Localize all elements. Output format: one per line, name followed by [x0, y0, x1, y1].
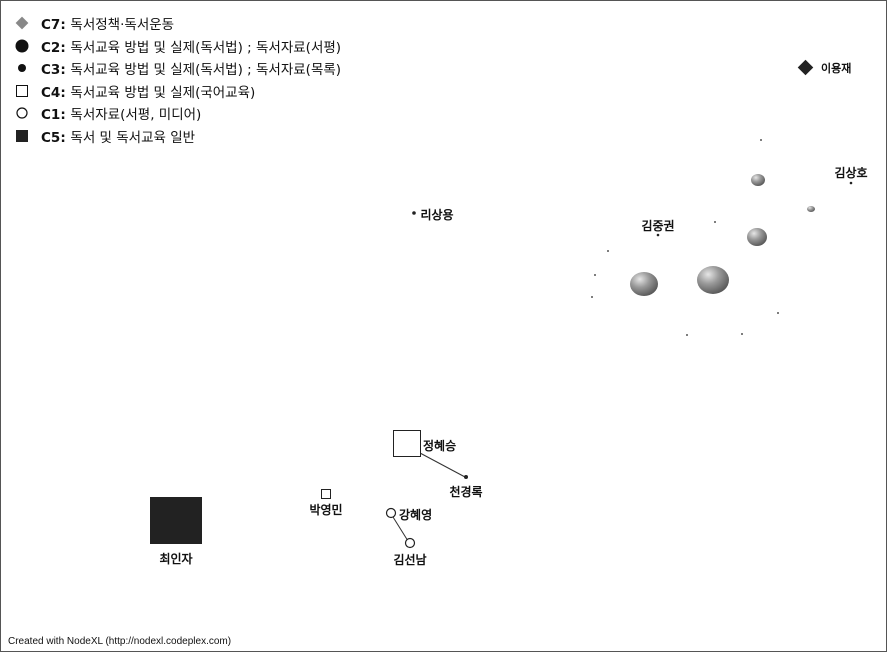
node-sphere[interactable]: [697, 266, 729, 294]
legend-code: C1: [41, 107, 61, 124]
legend-label: 독서교육 방법 및 실제(독서법) ; 독서자료(서평): [70, 39, 342, 56]
small-disk-icon: [11, 60, 41, 76]
node-dot[interactable]: [591, 296, 593, 298]
legend-code: C5: [41, 129, 61, 146]
legend-item-c2: C2: 독서교육 방법 및 실제(독서법) ; 독서자료(서평): [11, 35, 341, 58]
diamond-icon: [11, 15, 41, 31]
node-sphere[interactable]: [747, 228, 767, 246]
credit-text: Created with NodeXL (http://nodexl.codep…: [8, 636, 232, 647]
legend-label: 독서교육 방법 및 실제(국어교육): [70, 84, 256, 101]
legend-item-c4: C4: 독서교육 방법 및 실제(국어교육): [11, 80, 341, 103]
node-label-kim-sangho: 김상호: [834, 166, 868, 180]
square-filled-icon: [11, 128, 41, 144]
node-label-jeong-hyeseung: 정혜승: [423, 439, 457, 453]
legend-item-c7: C7: 독서정책·독서운동: [11, 12, 341, 35]
legend-item-c1: C1: 독서자료(서평, 미디어): [11, 102, 341, 125]
node-dot[interactable]: [607, 250, 609, 252]
legend-code: C4: [41, 84, 61, 101]
node-sphere[interactable]: [807, 206, 815, 212]
node-dot[interactable]: [686, 334, 688, 336]
node-label-cheon-gyeongrok: 천경록: [449, 485, 483, 499]
legend-label: 독서자료(서평, 미디어): [70, 107, 202, 124]
node-kim-junggwon[interactable]: [656, 233, 660, 237]
legend: C7: 독서정책·독서운동 C2: 독서교육 방법 및 실제(독서법) ; 독서…: [11, 12, 341, 147]
node-cheon-gyeongrok[interactable]: [464, 475, 468, 479]
large-disk-icon: [11, 38, 41, 54]
node-label-kim-seonnam: 김선남: [393, 553, 427, 567]
node-label-lee-yongjae: 이용재: [821, 62, 852, 75]
node-kim-sangho[interactable]: [849, 181, 853, 185]
node-kim-seonnam[interactable]: [404, 537, 416, 549]
node-jeong-hyeseung[interactable]: [393, 430, 421, 457]
node-label-choi-inja: 최인자: [159, 552, 193, 566]
legend-code: C2: [41, 39, 61, 56]
legend-item-c3: C3: 독서교육 방법 및 실제(독서법) ; 독서자료(목록): [11, 57, 341, 80]
node-park-youngmin[interactable]: [321, 489, 331, 499]
node-ri-sangyong[interactable]: [412, 211, 416, 215]
node-dot[interactable]: [741, 333, 743, 335]
square-outline-icon: [11, 83, 41, 99]
edge-jeong-cheon: [419, 452, 466, 478]
node-lee-yongjae[interactable]: [797, 59, 814, 76]
legend-item-c5: C5: 독서 및 독서교육 일반: [11, 125, 341, 148]
legend-code: C3: [41, 62, 61, 79]
node-dot[interactable]: [714, 221, 716, 223]
node-label-kim-junggwon: 김중권: [641, 219, 675, 233]
legend-code: C7: [41, 17, 61, 34]
node-dot[interactable]: [594, 274, 596, 276]
node-choi-inja[interactable]: [150, 497, 202, 544]
legend-label: 독서교육 방법 및 실제(독서법) ; 독서자료(목록): [70, 62, 342, 79]
node-label-ri-sangyong: 리상용: [420, 208, 454, 222]
circle-outline-icon: [11, 105, 41, 121]
node-dot[interactable]: [777, 312, 779, 314]
node-sphere[interactable]: [630, 272, 658, 296]
edge-kang-kimseonnam: [392, 516, 409, 542]
node-label-kang-hyeyoung: 강혜영: [399, 508, 433, 522]
node-label-park-youngmin: 박영민: [309, 503, 343, 517]
legend-label: 독서정책·독서운동: [70, 17, 175, 34]
legend-label: 독서 및 독서교육 일반: [70, 129, 196, 146]
node-dot[interactable]: [760, 139, 762, 141]
node-sphere[interactable]: [751, 174, 765, 186]
node-kang-hyeyoung[interactable]: [385, 507, 397, 519]
